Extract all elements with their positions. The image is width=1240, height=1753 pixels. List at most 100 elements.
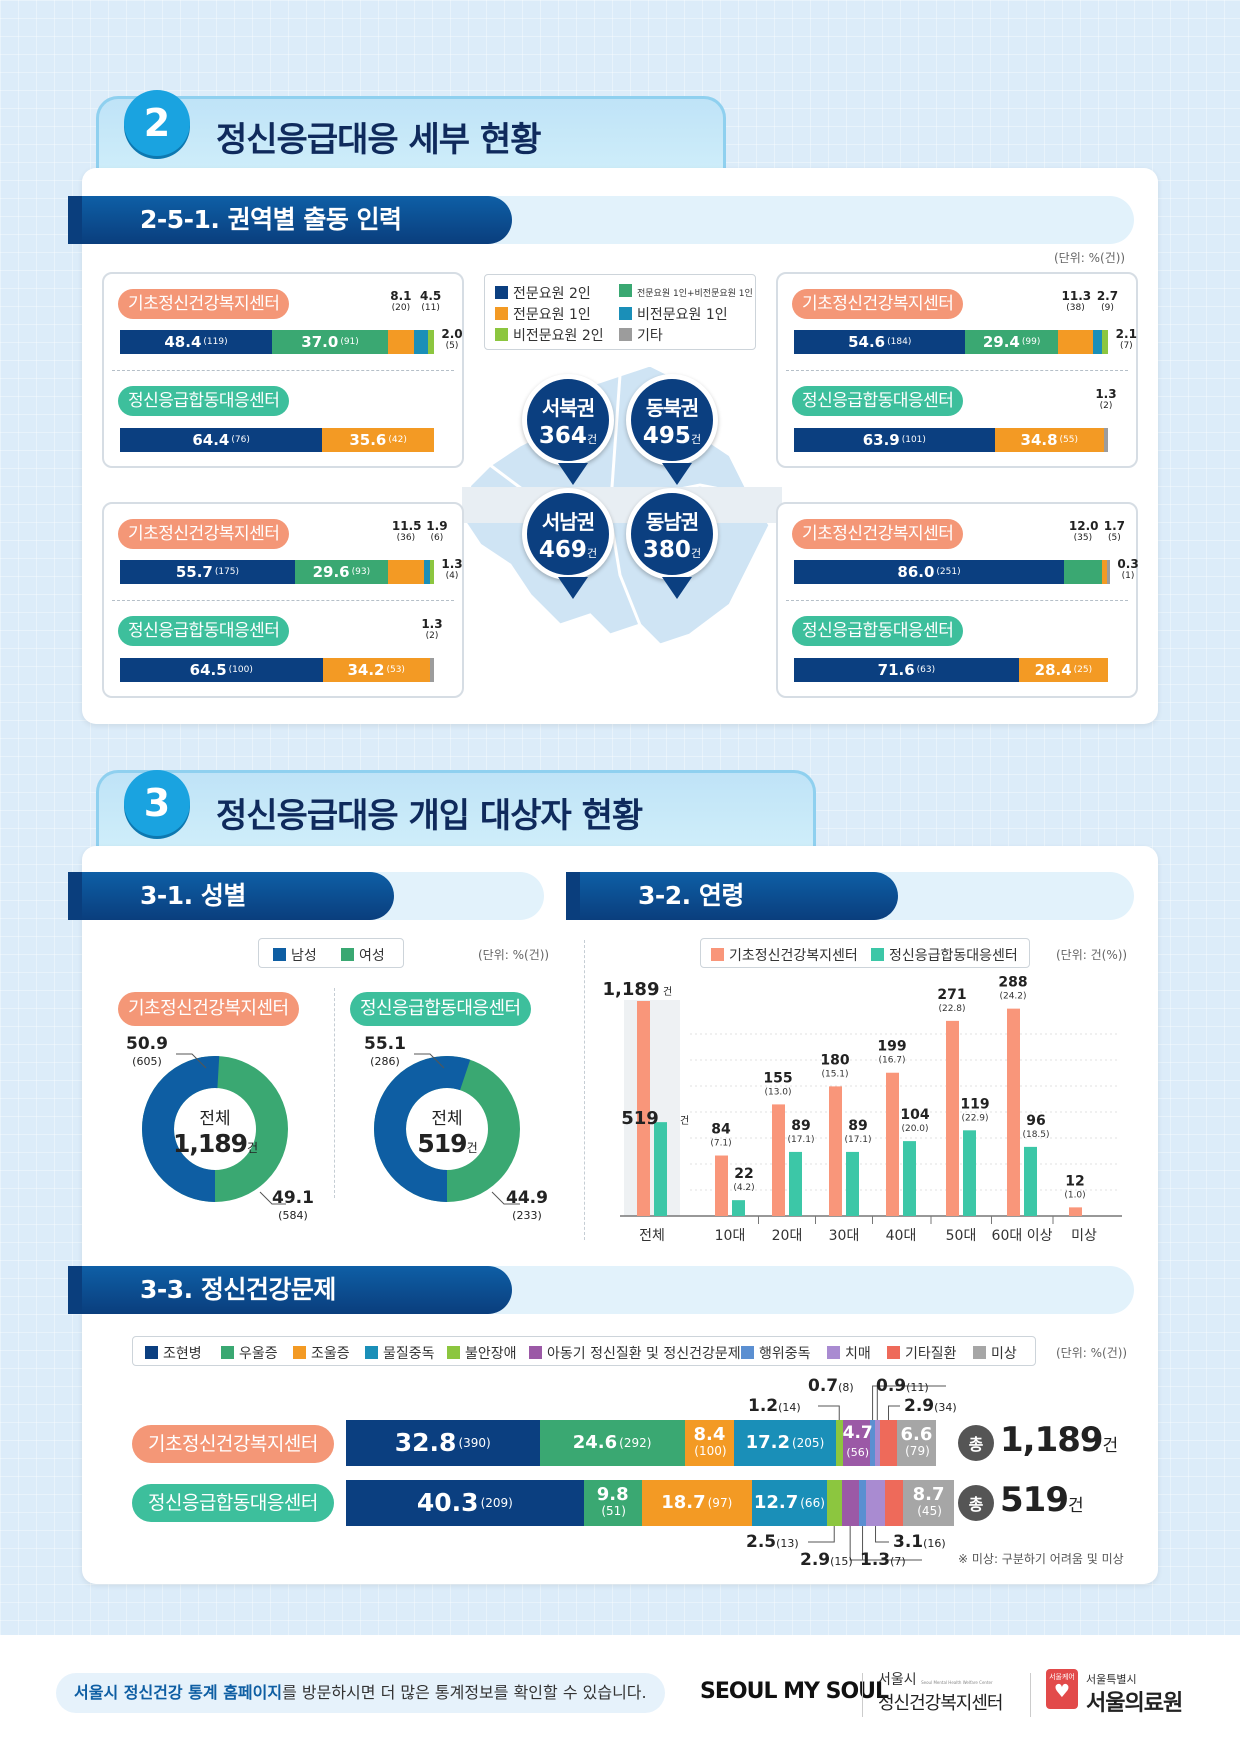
stacked-bar-northwest-joint: 64.4 (76) 35.6 (42) [120, 428, 434, 452]
segment-count: (99) [1021, 337, 1041, 347]
callout-label: 0.9(11) [876, 1376, 929, 1396]
legend-swatch [711, 948, 724, 961]
segment-value: 29.4 [982, 333, 1020, 351]
segment-count: (5) [445, 341, 459, 351]
problem-segment [841, 1480, 859, 1526]
male-arc [142, 1056, 288, 1202]
problem-segment: 17.2 (205) [734, 1420, 836, 1466]
bar-segment: 35.6 (42) [322, 428, 434, 452]
legend-swatch [973, 1346, 986, 1359]
segment-count: (63) [916, 665, 936, 675]
bar-pct-label: (4.2) [733, 1183, 754, 1193]
value: 50.9 [126, 1034, 168, 1054]
sub32-title: 3-2. 연령 [566, 872, 898, 920]
x-tick-label: 미상 [1071, 1228, 1097, 1244]
problem-segment [866, 1480, 885, 1526]
donut-chart-basic [142, 1056, 288, 1202]
bar-pct-label: (22.8) [938, 1004, 965, 1014]
total-value: 1,189 [1000, 1420, 1104, 1460]
label-joint-center: 정신응급합동대응센터 [792, 386, 964, 416]
segment-value: 6.6 [900, 1424, 933, 1445]
bar-segment [1093, 330, 1102, 354]
segment-value: 37.0 [301, 333, 339, 351]
label-basic-center: 기초정신건강복지센터 [792, 519, 964, 549]
region-count: 495 [642, 423, 691, 449]
bar-unit-label: 건 [663, 986, 672, 998]
label-basic-center: 기초정신건강복지센터 [118, 289, 290, 319]
logo-top: 서울특별시 [1086, 1673, 1137, 1686]
section3-tab [96, 770, 816, 848]
segment-count: (93) [351, 567, 371, 577]
segment-count: (4) [445, 571, 459, 581]
legend-item: 아동기 정신질환 및 정신건강문제 [529, 1343, 741, 1363]
legend-item: 전문요원 1인 [495, 304, 591, 324]
callout-line [808, 1526, 835, 1543]
bar-segment: 37.0 (91) [271, 330, 389, 354]
region-name: 서북권 [541, 396, 595, 420]
x-tick-label: 20대 [772, 1228, 803, 1244]
inline-segment-label: 4.7 (56) [843, 1424, 873, 1462]
footer-info-banner[interactable]: 서울시 정신건강 통계 홈페이지를 방문하시면 더 많은 통계정보를 확인할 수… [56, 1673, 665, 1713]
callout-line [875, 1526, 889, 1543]
legend-label: 불안장애 [465, 1346, 517, 1362]
bar-segment: 64.4 (76) [120, 428, 323, 452]
bar-joint [1024, 1146, 1037, 1216]
bar-value-label: 104 [900, 1107, 929, 1123]
bar-value-label: 180 [820, 1052, 849, 1068]
legend-swatch [827, 1346, 840, 1359]
footer-link-text[interactable]: 서울시 정신건강 통계 홈페이지 [74, 1683, 283, 1702]
small-segment-label: 11.5 (36) [391, 519, 422, 544]
subhead-bg [470, 196, 1134, 244]
x-tick-label: 40대 [886, 1228, 917, 1244]
label-basic-center: 기초정신건강복지센터 [118, 519, 290, 549]
small-segment-label: 1.3 (2) [1092, 388, 1120, 412]
x-tick-label: 60대 이상 [992, 1228, 1053, 1244]
region-name: 동남권 [645, 510, 699, 534]
legend-item: 조울증 [293, 1343, 350, 1363]
donut-chart-joint [374, 1056, 520, 1202]
subhead-bg [470, 1266, 1134, 1314]
segment-value: 18.7 [661, 1492, 706, 1513]
segment-count: (38) [1066, 303, 1085, 313]
section2-number: 2 [124, 90, 190, 156]
region-pin-northeast: 동북권 495건 [626, 374, 718, 485]
map-shadow-lines [462, 487, 782, 523]
callout-count: (56) [846, 1446, 869, 1459]
segment-count: (101) [901, 435, 926, 445]
bar-basic [772, 1104, 785, 1216]
segment-value: 11.3 [1061, 289, 1092, 303]
callout-count: (16) [923, 1537, 946, 1550]
callout-count: (15) [830, 1555, 853, 1568]
callout-value: 2.5 [746, 1532, 777, 1552]
legend-label: 행위중독 [759, 1346, 811, 1362]
bar-segment [429, 658, 434, 682]
problem-bar-joint: 40.3 (209) 9.8 (51) 18.7 (97) 12.7 (66) 8.7 (45) [346, 1480, 955, 1526]
footer-text: 를 방문하시면 더 많은 통계정보를 확인할 수 있습니다. [282, 1683, 647, 1702]
bar-basic [1069, 1207, 1082, 1216]
problem-bar-basic: 32.8 (390) 24.6 (292) 8.4 (100) 17.2 (205) 6.6 (7… [346, 1420, 936, 1466]
region-count: 469 [538, 537, 587, 563]
legend-label: 여성 [359, 948, 385, 964]
segment-value: 11.5 [391, 519, 422, 533]
legend-item: 비전문요원 1인 [619, 304, 728, 324]
female-value-basic: 49.1 (584) [272, 1190, 314, 1224]
legend-label: 조현병 [163, 1346, 202, 1362]
sub251-title: 2-5-1. 권역별 출동 인력 [68, 196, 512, 244]
problem-segment [842, 1420, 871, 1466]
bar-value-label: 84 [711, 1122, 731, 1138]
legend-label: 전문요원 1인 [513, 307, 591, 323]
gender-label-basic: 기초정신건강복지센터 [118, 992, 299, 1026]
region-pin-southwest: 서남권 469건 [522, 488, 614, 599]
bar-pct-label: (1.0) [1064, 1190, 1085, 1200]
segment-count: (42) [388, 435, 407, 445]
segment-value: 48.4 [164, 333, 202, 351]
bar-segment: 48.4 (119) [120, 330, 272, 354]
segment-count: (251) [936, 567, 961, 577]
problem-segment: 40.3 (209) [346, 1480, 584, 1526]
region-count: 380 [642, 537, 691, 563]
segment-count: (7) [1119, 341, 1133, 351]
legend-label: 조울증 [311, 1346, 350, 1362]
legend-item: 물질중독 [365, 1343, 435, 1363]
segment-value: 12.7 [753, 1492, 799, 1513]
callout-label: 2.5(13) [746, 1532, 799, 1552]
